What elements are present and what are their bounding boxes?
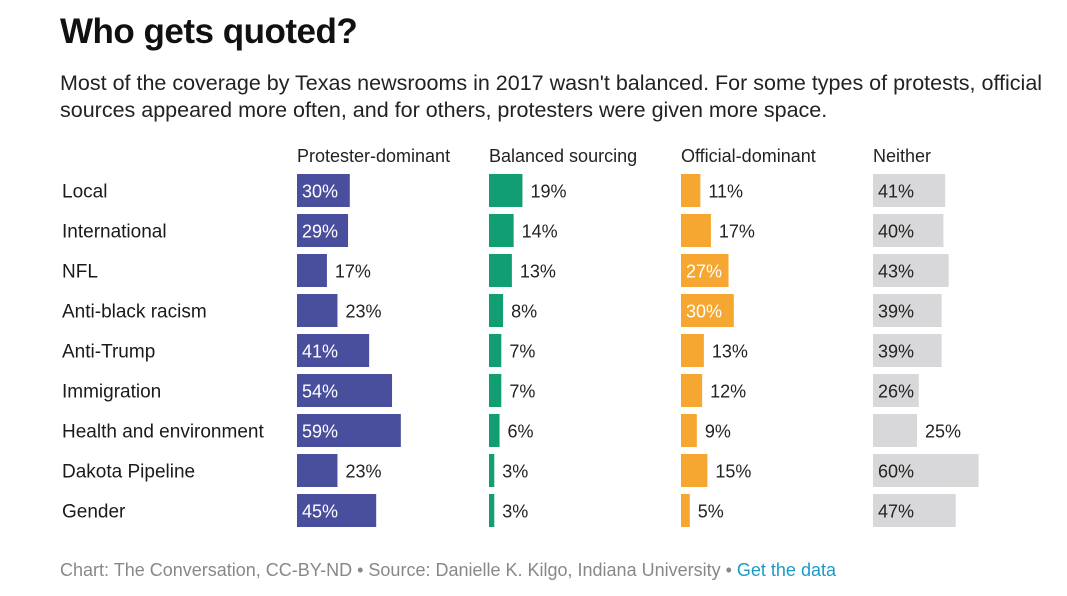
credit-text: Chart: The Conversation, CC-BY-ND • Sour…	[60, 560, 737, 580]
category-label: Dakota Pipeline	[62, 462, 195, 483]
value-label: 30%	[302, 182, 338, 202]
bar-protester-dominant-nfl	[297, 254, 327, 287]
column-header-protester-dominant: Protester-dominant	[297, 146, 450, 166]
column-header-balanced-sourcing: Balanced sourcing	[489, 146, 637, 166]
value-label: 41%	[878, 182, 914, 202]
bar-neither-international	[873, 214, 944, 247]
bar-balanced-sourcing-nfl	[489, 254, 512, 287]
value-label: 47%	[878, 502, 914, 522]
bar-protester-dominant-anti-trump	[297, 334, 370, 367]
bar-official-dominant-international	[681, 214, 711, 247]
value-label: 7%	[509, 342, 535, 362]
bar-protester-dominant-dakota-pipeline	[297, 454, 338, 487]
bar-official-dominant-anti-trump	[681, 334, 704, 367]
bar-neither-anti-trump	[873, 334, 942, 367]
value-label: 13%	[520, 262, 556, 282]
value-label: 3%	[502, 462, 528, 482]
bar-official-dominant-gender	[681, 494, 690, 527]
chart-title: Who gets quoted?	[60, 12, 358, 51]
bar-neither-local	[873, 174, 946, 207]
category-label: Anti-Trump	[62, 342, 155, 363]
value-label: 17%	[335, 262, 371, 282]
value-label: 60%	[878, 462, 914, 482]
bar-neither-gender	[873, 494, 956, 527]
bar-balanced-sourcing-anti-trump	[489, 334, 502, 367]
bar-protester-dominant-gender	[297, 494, 377, 527]
bar-official-dominant-immigration	[681, 374, 703, 407]
bar-balanced-sourcing-dakota-pipeline	[489, 454, 495, 487]
bar-neither-health-and-environment	[873, 414, 917, 447]
value-label: 59%	[302, 422, 338, 442]
value-label: 30%	[686, 302, 722, 322]
value-label: 15%	[715, 462, 751, 482]
bar-official-dominant-local	[681, 174, 701, 207]
bar-neither-dakota-pipeline	[873, 454, 979, 487]
value-label: 29%	[302, 222, 338, 242]
value-label: 54%	[302, 382, 338, 402]
column-header-official-dominant: Official-dominant	[681, 146, 816, 166]
value-label: 7%	[509, 382, 535, 402]
value-label: 45%	[302, 502, 338, 522]
value-label: 39%	[878, 302, 914, 322]
bar-balanced-sourcing-international	[489, 214, 514, 247]
bar-protester-dominant-health-and-environment	[297, 414, 401, 447]
value-label: 25%	[925, 422, 961, 442]
bar-official-dominant-anti-black-racism	[681, 294, 734, 327]
value-label: 26%	[878, 382, 914, 402]
category-label: Gender	[62, 502, 126, 523]
bar-balanced-sourcing-gender	[489, 494, 495, 527]
category-label: Local	[62, 182, 107, 203]
value-label: 17%	[719, 222, 755, 242]
category-label: NFL	[62, 262, 98, 283]
value-label: 40%	[878, 222, 914, 242]
value-label: 12%	[710, 382, 746, 402]
bar-neither-anti-black-racism	[873, 294, 942, 327]
value-label: 5%	[698, 502, 724, 522]
bar-official-dominant-dakota-pipeline	[681, 454, 708, 487]
value-label: 9%	[705, 422, 731, 442]
bar-protester-dominant-anti-black-racism	[297, 294, 338, 327]
get-the-data-link[interactable]: Get the data	[736, 560, 836, 580]
category-label: Anti-black racism	[62, 302, 207, 323]
chart-footer: Chart: The Conversation, CC-BY-ND • Sour…	[60, 560, 836, 581]
bar-official-dominant-health-and-environment	[681, 414, 697, 447]
bar-protester-dominant-international	[297, 214, 349, 247]
value-label: 3%	[502, 502, 528, 522]
value-label: 11%	[708, 182, 743, 202]
bar-balanced-sourcing-immigration	[489, 374, 502, 407]
value-label: 27%	[686, 262, 722, 282]
value-label: 43%	[878, 262, 914, 282]
column-header-neither: Neither	[873, 146, 931, 166]
category-label: Health and environment	[62, 422, 264, 443]
bar-protester-dominant-local	[297, 174, 350, 207]
bar-protester-dominant-immigration	[297, 374, 393, 407]
value-label: 23%	[345, 462, 381, 482]
value-label: 8%	[511, 302, 537, 322]
value-label: 13%	[712, 342, 748, 362]
bar-neither-immigration	[873, 374, 919, 407]
value-label: 23%	[345, 302, 381, 322]
value-label: 19%	[530, 182, 566, 202]
bar-balanced-sourcing-local	[489, 174, 523, 207]
value-label: 39%	[878, 342, 914, 362]
value-label: 41%	[302, 342, 338, 362]
bar-balanced-sourcing-anti-black-racism	[489, 294, 504, 327]
chart-subtitle: Most of the coverage by Texas newsrooms …	[60, 71, 1043, 122]
category-label: Immigration	[62, 382, 161, 403]
category-label: International	[62, 222, 167, 243]
bar-balanced-sourcing-health-and-environment	[489, 414, 500, 447]
value-label: 14%	[522, 222, 558, 242]
bar-official-dominant-nfl	[681, 254, 729, 287]
bar-neither-nfl	[873, 254, 949, 287]
value-label: 6%	[508, 422, 534, 442]
